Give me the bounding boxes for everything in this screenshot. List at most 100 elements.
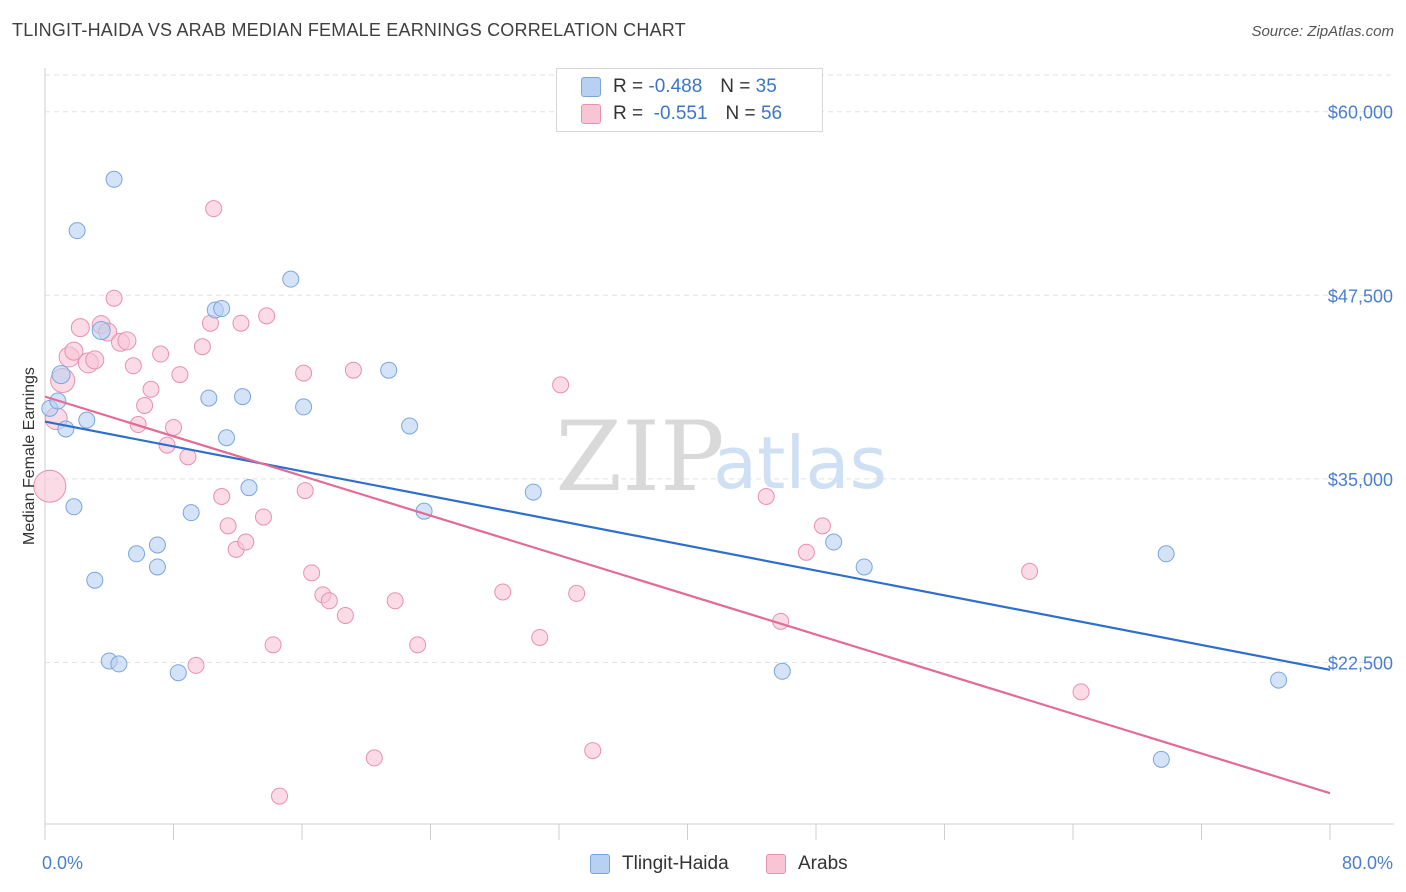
tlingit-haida-point [401, 417, 419, 435]
tlingit-haida-point [57, 420, 75, 438]
tlingit-haida-point [200, 389, 218, 407]
arabs-point [193, 338, 211, 356]
arabs-point [813, 517, 831, 535]
y-tick-label: $35,000 [1328, 470, 1393, 490]
n-label: N = [720, 76, 751, 97]
arabs-point [213, 487, 231, 505]
arabs-point [70, 318, 90, 338]
y-tick-label: $47,500 [1328, 286, 1393, 306]
tlingit-haida-point [825, 533, 843, 551]
tlingit-haida-point [282, 270, 300, 288]
arabs-point [117, 331, 137, 351]
legend-row-arabs: R = -0.551 N = 56 [581, 102, 782, 126]
arabs-point [232, 314, 250, 332]
arabs-point [494, 583, 512, 601]
x-axis-ticks [44, 824, 1331, 840]
r-value: -0.551 [653, 103, 708, 124]
arabs-point [296, 482, 314, 500]
bottom-legend-arabs[interactable]: Arabs [766, 851, 848, 877]
grid-lines [44, 68, 1394, 825]
watermark: ZIP atlas [555, 401, 887, 513]
arabs-point [365, 749, 383, 767]
tlingit-haida-point [234, 388, 252, 406]
arabs-point [219, 517, 237, 535]
arabs-point [320, 592, 338, 610]
arabs-point [271, 787, 289, 805]
stats-legend: R = -0.488 N = 35 R = -0.551 N = 56 [556, 68, 823, 132]
arabs-point [531, 628, 549, 646]
bottom-legend-tlingit-haida[interactable]: Tlingit-Haida [590, 851, 729, 877]
y-tick-label: $22,500 [1328, 653, 1393, 673]
arabs-point [64, 341, 84, 361]
blue-swatch-icon [590, 854, 610, 874]
arabs-point [33, 469, 67, 503]
source-label: Source: ZipAtlas.com [1251, 23, 1394, 40]
tlingit-haida-point [86, 571, 104, 589]
tlingit-haida-point [1152, 750, 1170, 768]
arabs-point [165, 418, 182, 436]
arabs-point [295, 364, 313, 382]
pink-swatch-icon [581, 104, 601, 124]
legend-row-tlingit-haida: R = -0.488 N = 35 [581, 75, 777, 99]
arabs-point [344, 361, 362, 379]
arabs-point [303, 564, 321, 582]
arabs-point [1021, 562, 1039, 580]
tlingit-haida-point [169, 664, 187, 682]
arabs-point [409, 636, 427, 654]
arabs-point [124, 357, 142, 375]
tlingit-haida-point [51, 365, 71, 385]
tlingit-haida-point [1270, 671, 1288, 689]
arabs-point [136, 396, 154, 414]
x-axis-min-label: 0.0% [42, 853, 83, 873]
arabs-point [237, 533, 255, 551]
tlingit-haida-point [182, 504, 200, 522]
arabs-point [85, 350, 105, 370]
y-axis-tick-labels: $22,500 $35,000 $47,500 $60,000 [1328, 103, 1393, 674]
arabs-point [584, 742, 602, 760]
arabs-point [757, 487, 775, 505]
blue-swatch-icon [581, 77, 601, 97]
arabs-point [152, 345, 170, 363]
tlingit-haida-point [65, 498, 83, 516]
tlingit-haida-point [91, 321, 111, 341]
arabs-point [105, 289, 123, 307]
tlingit-haida-point [148, 558, 166, 576]
arabs-point [264, 636, 282, 654]
tlingit-haida-point [78, 411, 96, 429]
tlingit-haida-point [855, 558, 873, 576]
watermark-atlas: atlas [713, 421, 887, 505]
tlingit-haida-points [41, 170, 1288, 768]
x-axis-max-label: 80.0% [1342, 853, 1393, 873]
n-value: 35 [755, 76, 777, 97]
tlingit-haida-point [295, 398, 313, 416]
r-value: -0.488 [648, 76, 703, 97]
tlingit-haida-point [1157, 545, 1175, 563]
arabs-point [568, 584, 586, 602]
pink-swatch-icon [766, 854, 786, 874]
arabs-point [254, 508, 272, 526]
arabs-point [171, 366, 189, 384]
arabs-trend-line [44, 395, 1331, 795]
arabs-point [258, 307, 276, 325]
n-label: N = [725, 103, 756, 124]
arabs-point [336, 606, 354, 624]
n-value: 56 [760, 103, 783, 124]
watermark-zip: ZIP [555, 401, 724, 513]
arabs-point [187, 656, 205, 674]
tlingit-haida-point [380, 361, 398, 379]
tlingit-haida-point [240, 479, 258, 497]
tlingit-haida-point [213, 300, 231, 318]
legend-label: Arabs [798, 853, 848, 874]
tlingit-haida-point [110, 655, 128, 673]
arabs-point [552, 376, 570, 394]
r-label: R = [613, 76, 644, 97]
arabs-point [142, 380, 160, 398]
tlingit-haida-point [524, 483, 542, 501]
trend-lines [44, 395, 1331, 795]
arabs-point [1072, 683, 1090, 701]
arabs-point [205, 200, 223, 218]
tlingit-haida-point [218, 429, 236, 447]
tlingit-haida-point [105, 170, 123, 188]
r-label: R = [613, 103, 644, 124]
